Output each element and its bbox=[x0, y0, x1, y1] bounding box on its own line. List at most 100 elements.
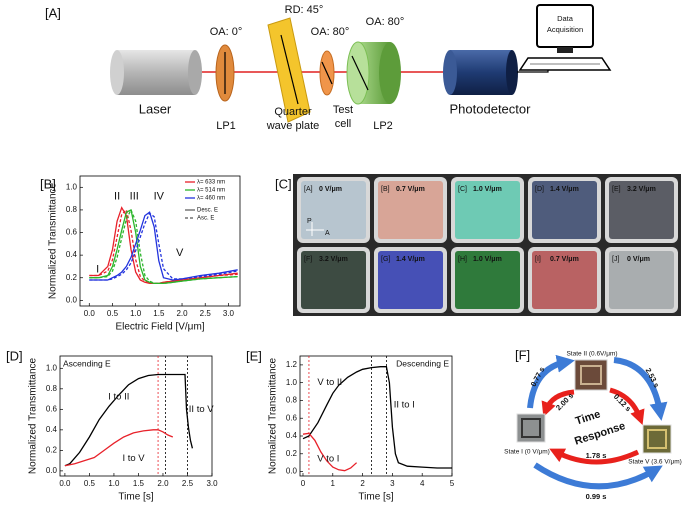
state-image bbox=[580, 365, 602, 385]
photo-tile bbox=[378, 181, 443, 239]
quarter-wave-plate bbox=[267, 17, 311, 123]
tile-label: [F] bbox=[304, 256, 312, 263]
data-line bbox=[89, 211, 238, 281]
x-tick-label: 1.5 bbox=[153, 309, 165, 318]
chart-title: Descending E bbox=[396, 358, 449, 368]
y-axis-label: Normalized Transmittance bbox=[268, 357, 279, 474]
data-line bbox=[89, 208, 238, 285]
annotation: II bbox=[114, 190, 120, 202]
annotation: III bbox=[130, 190, 139, 202]
x-tick-label: 2.5 bbox=[200, 309, 212, 318]
photo-tile bbox=[378, 251, 443, 309]
tile-label: [B] bbox=[381, 186, 390, 193]
cell-label: Test bbox=[333, 104, 353, 116]
qwp-label: wave plate bbox=[266, 120, 320, 132]
y-tick-label: 1.0 bbox=[286, 378, 298, 387]
daq-label: Acquisition bbox=[547, 25, 583, 34]
y-axis-label: Normalized Transmittance bbox=[28, 357, 39, 474]
qwp-axis bbox=[280, 34, 299, 105]
panel-c: [C] [A] 0 V/μm [B] 0.7 V/μm [C] 1.0 V/μm [D] 1.… bbox=[275, 174, 681, 316]
detector-label: Photodetector bbox=[450, 101, 532, 116]
time-label: 0.12 s bbox=[612, 392, 633, 413]
arrow bbox=[527, 354, 575, 409]
time-label: 1.78 s bbox=[586, 451, 607, 460]
chart-title: Ascending E bbox=[63, 358, 111, 368]
plot-frame bbox=[299, 355, 453, 477]
y-tick-label: 0.6 bbox=[286, 413, 298, 422]
data-line bbox=[89, 208, 238, 285]
arrow bbox=[609, 387, 645, 426]
legend-label: λ= 514 nm bbox=[197, 188, 225, 194]
tile-field: 1.4 V/μm bbox=[550, 186, 579, 193]
panel-label: [C] bbox=[275, 176, 292, 191]
laser-label: Laser bbox=[139, 101, 172, 116]
arrow bbox=[613, 357, 668, 421]
center-label: Time bbox=[574, 408, 602, 427]
panel-f: [F] State II (0.6V/μm) State I (0 V/μm) … bbox=[504, 347, 682, 501]
y-tick-label: 1.2 bbox=[286, 360, 298, 369]
x-axis-label: Electric Field [V/μm] bbox=[115, 322, 204, 333]
legend-label: λ= 633 nm bbox=[197, 180, 225, 186]
y-tick-label: 0.8 bbox=[286, 396, 298, 405]
data-line bbox=[64, 373, 194, 467]
state-image bbox=[647, 429, 667, 449]
annotation: II to I bbox=[394, 399, 415, 410]
cell-oa: OA: 80° bbox=[311, 26, 350, 38]
state-image bbox=[521, 418, 541, 438]
y-tick-label: 0.8 bbox=[46, 384, 58, 393]
tile-field: 1.4 V/μm bbox=[396, 256, 425, 263]
lp2-axis bbox=[351, 55, 369, 91]
tile-label: [D] bbox=[535, 186, 544, 193]
y-tick-label: 0.8 bbox=[66, 205, 78, 214]
tile-field: 3.2 V/μm bbox=[627, 186, 656, 193]
time-label: 0.99 s bbox=[586, 492, 607, 501]
panel-label: [A] bbox=[45, 5, 61, 20]
x-axis-label: Time [s] bbox=[118, 492, 153, 503]
x-tick-label: 0.0 bbox=[59, 479, 71, 488]
photo-tile bbox=[455, 181, 520, 239]
tile-field: 0.7 V/μm bbox=[550, 256, 579, 263]
x-tick-label: 5 bbox=[450, 479, 455, 488]
plot-frame bbox=[59, 355, 213, 477]
x-tick-label: 3 bbox=[390, 479, 395, 488]
x-tick-label: 3.0 bbox=[223, 309, 235, 318]
detector-end bbox=[443, 50, 457, 95]
laser-end bbox=[188, 50, 202, 95]
lp2-end bbox=[379, 42, 401, 104]
photo-tile bbox=[609, 251, 674, 309]
legend-label: λ= 460 nm bbox=[197, 196, 225, 202]
y-tick-label: 0.0 bbox=[286, 467, 298, 476]
panel-label: [B] bbox=[40, 176, 56, 191]
y-tick-label: 0.0 bbox=[46, 466, 58, 475]
detector-end bbox=[506, 50, 518, 95]
lp1-label: LP1 bbox=[216, 120, 236, 132]
panel-a: [A] Laser OA: 0° LP1 RD: 45° Quarter wav… bbox=[45, 4, 612, 132]
state-image bbox=[574, 359, 608, 391]
plot-frame bbox=[79, 175, 241, 307]
x-tick-label: 1.0 bbox=[108, 479, 120, 488]
panel-label: [E] bbox=[246, 348, 262, 363]
data-line bbox=[302, 432, 358, 472]
tile-field: 0 V/μm bbox=[319, 186, 342, 193]
x-tick-label: 1.0 bbox=[130, 309, 142, 318]
chart: [D] 0.0 0.5 1.0 1.5 2.0 2.5 3.0 0.0 0.2 0.4 0.6 0.8 1… bbox=[6, 348, 218, 502]
photo-tile bbox=[609, 181, 674, 239]
tile-field: 0 V/μm bbox=[627, 256, 650, 263]
annotation: I bbox=[96, 264, 99, 276]
lp2-face bbox=[346, 41, 370, 105]
cell-axis bbox=[321, 61, 333, 85]
data-line bbox=[302, 366, 452, 469]
x-tick-label: 0.5 bbox=[84, 479, 96, 488]
lp1-oa: OA: 0° bbox=[210, 26, 243, 38]
chart: [E] 0 1 2 3 4 5 0.0 0.2 0.4 0.6 0.8 1.0 1.2 Time [s] No… bbox=[246, 348, 455, 502]
y-tick-label: 0.4 bbox=[66, 250, 78, 259]
y-axis-label: Normalized Transmittance bbox=[48, 182, 59, 299]
x-tick-label: 1 bbox=[331, 479, 336, 488]
x-tick-label: 2.0 bbox=[157, 479, 169, 488]
y-tick-label: 1.0 bbox=[66, 182, 78, 191]
annotation: V bbox=[176, 247, 184, 259]
annotation: V to II bbox=[317, 377, 342, 388]
arrow bbox=[541, 389, 575, 418]
